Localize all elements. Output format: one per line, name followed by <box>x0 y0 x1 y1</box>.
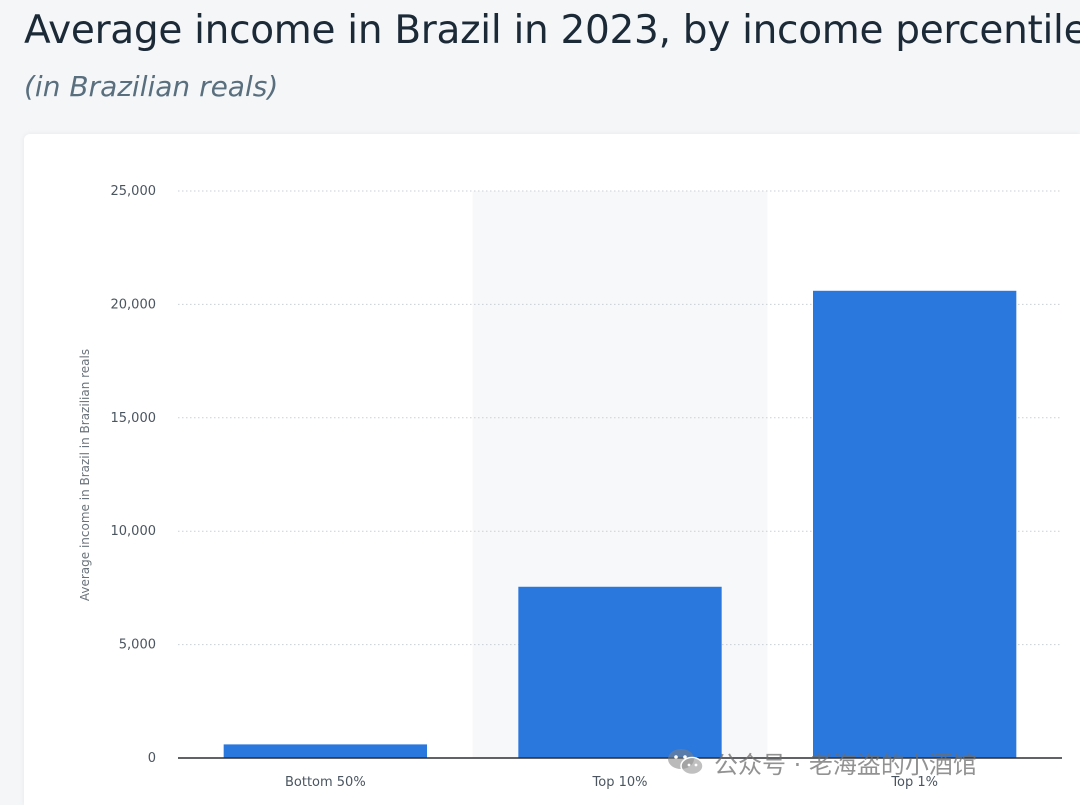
bar[interactable] <box>223 744 427 758</box>
x-tick-label: Top 1% <box>890 775 938 790</box>
watermark-text: 公众号 · 老海盗的小酒馆 <box>714 750 977 779</box>
tick-labels: 0 5,000 10,000 15,000 20,000 25,000 Bottom 50%… <box>111 184 939 790</box>
bar[interactable] <box>518 586 722 758</box>
y-tick-label: 0 <box>148 751 156 766</box>
bar[interactable] <box>813 290 1017 758</box>
watermark: 公众号 · 老海盗的小酒馆 <box>666 742 977 782</box>
x-tick-label: Bottom 50% <box>285 775 366 790</box>
y-tick-label: 25,000 <box>111 184 157 199</box>
x-tick-label: Top 10% <box>592 775 648 790</box>
bars <box>223 290 1017 758</box>
page-subtitle: (in Brazilian reals) <box>24 70 279 103</box>
y-tick-label: 5,000 <box>119 638 156 653</box>
y-tick-label: 15,000 <box>111 411 157 426</box>
page-title: Average income in Brazil in 2023, by inc… <box>24 8 1080 53</box>
wechat-icon <box>668 749 704 776</box>
y-tick-label: 10,000 <box>111 524 157 539</box>
y-axis-title: Average income in Brazil in Brazilian re… <box>78 349 92 601</box>
y-tick-label: 20,000 <box>111 297 157 312</box>
